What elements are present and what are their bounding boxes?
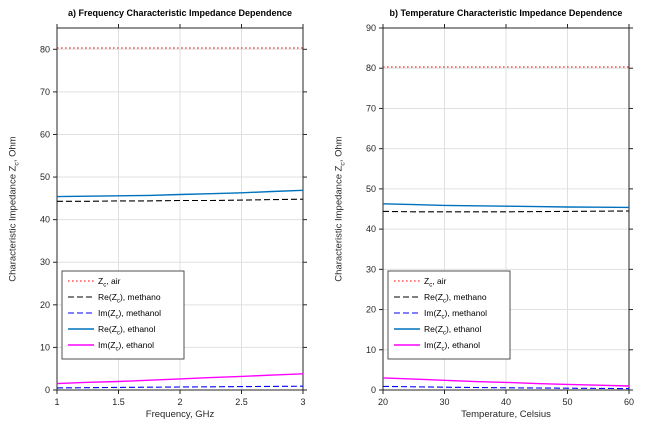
x-axis-label: Temperature, Celsius	[461, 409, 551, 420]
svg-text:2.5: 2.5	[235, 397, 248, 407]
legend-label: Im(Zc), ethanol	[424, 340, 480, 353]
series-line-1	[382, 210, 630, 213]
legend: Zc, air Re(Zc), methano Im(Zc), methanol Re…	[387, 270, 511, 360]
series-line-2	[56, 385, 304, 389]
legend-label: Im(Zc), ethanol	[98, 340, 154, 353]
svg-text:20: 20	[378, 397, 388, 407]
svg-text:20: 20	[366, 305, 376, 315]
svg-text:3: 3	[300, 397, 305, 407]
svg-text:10: 10	[40, 342, 50, 352]
chart-temperature: b) Temperature Characteristic Impedance …	[326, 0, 652, 432]
plot-area-temperature: 20 30 40 50 60 0 10 20 30 40 50 60 70 80 90 Zc, air Re(Z…	[366, 23, 634, 407]
legend-label: Zc, air	[424, 276, 447, 289]
svg-text:40: 40	[40, 215, 50, 225]
svg-text:60: 60	[40, 129, 50, 139]
chart-frequency: a) Frequency Characteristic Impedance De…	[8, 8, 307, 420]
series-line-4	[56, 373, 304, 385]
x-axis-label: Frequency, GHz	[145, 409, 215, 420]
svg-text:50: 50	[366, 184, 376, 194]
svg-text:0: 0	[371, 385, 376, 395]
legend-label: Re(Zc), methano	[98, 292, 161, 305]
svg-text:20: 20	[40, 300, 50, 310]
legend: Zc, air Re(Zc), methano Im(Zc), methanol Re…	[61, 270, 185, 360]
legend-label: Re(Zc), ethanol	[98, 324, 156, 337]
svg-text:0: 0	[45, 385, 50, 395]
svg-text:50: 50	[40, 172, 50, 182]
svg-text:40: 40	[501, 397, 511, 407]
svg-text:70: 70	[40, 87, 50, 97]
svg-text:30: 30	[439, 397, 449, 407]
svg-text:60: 60	[366, 144, 376, 154]
svg-text:80: 80	[366, 63, 376, 73]
svg-text:1: 1	[54, 397, 59, 407]
legend-label: Im(Zc), methanol	[98, 308, 161, 321]
svg-text:30: 30	[366, 264, 376, 274]
legend-label: Re(Zc), ethanol	[424, 324, 482, 337]
svg-text:1.5: 1.5	[112, 397, 125, 407]
legend-label: Im(Zc), methanol	[424, 308, 487, 321]
chart-title: a) Frequency Characteristic Impedance De…	[67, 8, 293, 18]
svg-text:30: 30	[40, 257, 50, 267]
svg-text:40: 40	[366, 224, 376, 234]
svg-text:2: 2	[177, 397, 182, 407]
series-line-3	[56, 189, 304, 198]
legend-label: Zc, air	[98, 276, 121, 289]
tick-marks	[53, 24, 307, 394]
svg-text:90: 90	[366, 23, 376, 33]
svg-text:10: 10	[366, 345, 376, 355]
tick-marks	[379, 24, 633, 394]
svg-text:60: 60	[624, 397, 634, 407]
series-line-3	[382, 203, 630, 209]
svg-text:70: 70	[366, 103, 376, 113]
svg-text:80: 80	[40, 44, 50, 54]
series-line-4	[382, 377, 630, 387]
series-line-1	[57, 198, 304, 202]
chart-title: b) Temperature Characteristic Impedance …	[389, 8, 623, 18]
series-line-2	[382, 385, 630, 390]
svg-text:50: 50	[562, 397, 572, 407]
tick-labels: 20 30 40 50 60 0 10 20 30 40 50 60 70 80 90	[366, 23, 634, 407]
legend-label: Re(Zc), methano	[424, 292, 487, 305]
